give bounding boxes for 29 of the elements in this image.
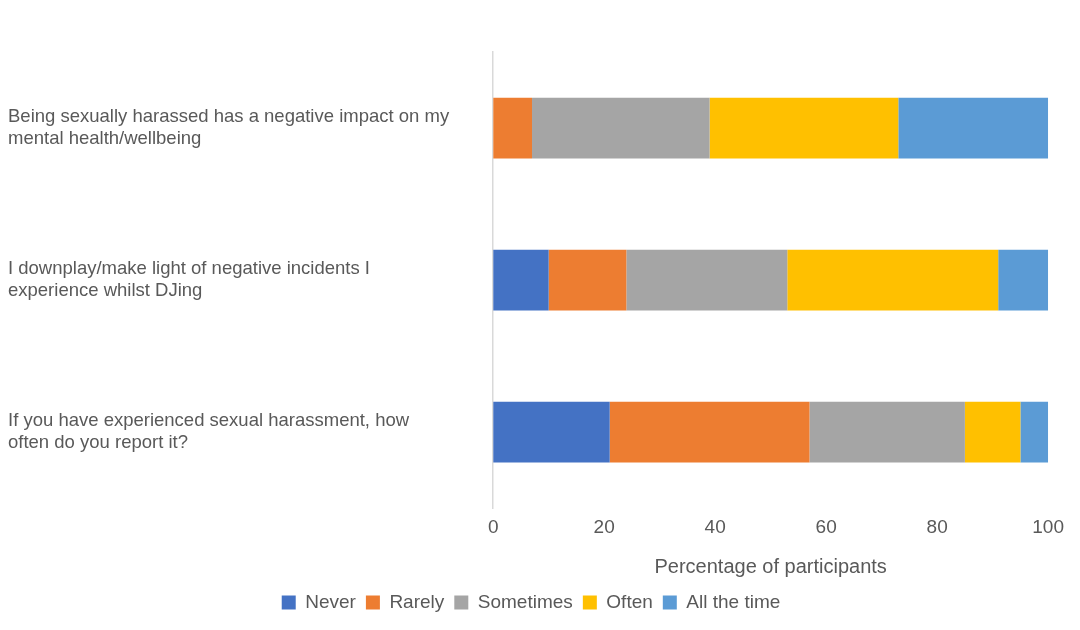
x-tick-label: 80 xyxy=(926,515,948,537)
bar xyxy=(626,249,788,311)
bar xyxy=(493,401,610,463)
bar xyxy=(548,249,627,311)
bar xyxy=(493,249,549,311)
bar xyxy=(1020,401,1049,463)
bar xyxy=(964,401,1021,463)
x-tick-label: 100 xyxy=(1032,515,1064,537)
x-tick-label: 60 xyxy=(815,515,837,537)
legend-label: Rarely xyxy=(389,590,445,612)
bar xyxy=(609,401,810,463)
legend-label: Sometimes xyxy=(477,590,573,612)
x-tick-label: 0 xyxy=(487,515,499,537)
bar xyxy=(809,401,965,463)
bar xyxy=(898,97,1049,159)
y-tick-label: If you have experienced sexual harassment, how often do you report it? xyxy=(8,409,410,453)
bar xyxy=(787,249,999,311)
y-tick-label: Being sexually harassed has a negative impact on my mental health/wellbeing xyxy=(8,105,450,149)
x-tick-label: 20 xyxy=(593,515,615,537)
bar xyxy=(532,97,710,159)
bar xyxy=(998,249,1049,311)
legend-label: Often xyxy=(606,590,653,612)
bar xyxy=(493,97,533,159)
x-tick-label: 40 xyxy=(704,515,726,537)
x-axis-title: Percentage of participants xyxy=(654,554,887,577)
legend-label: All the time xyxy=(686,590,781,612)
legend-label: Never xyxy=(305,590,357,612)
y-tick-label: I downplay/make light of negative incidents I experience whilst DJing xyxy=(8,257,370,301)
bar xyxy=(709,97,899,159)
